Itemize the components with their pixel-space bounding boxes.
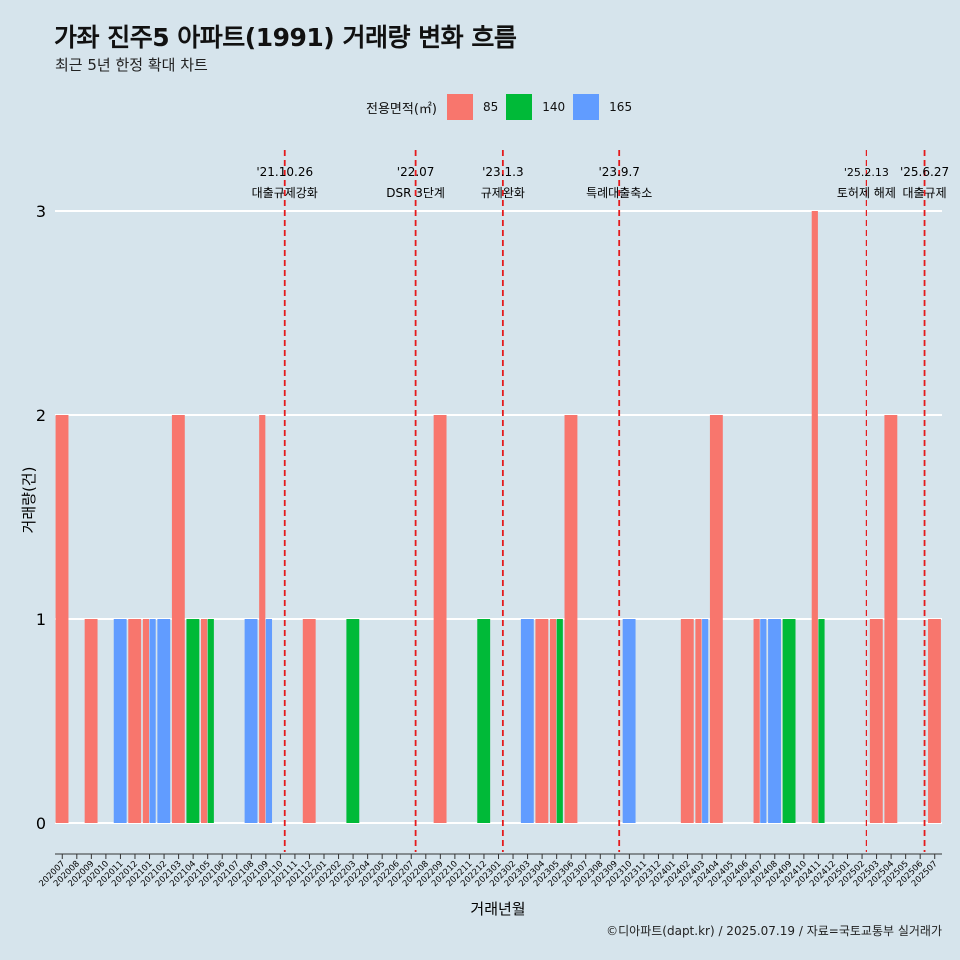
source-caption: ©디아파트(dapt.kr) / 2025.07.19 / 자료=국토교통부 실… bbox=[606, 924, 942, 938]
legend-swatch-165 bbox=[573, 94, 600, 120]
event-name-label: 토허제 해제 bbox=[837, 186, 896, 200]
bar-202303-165 bbox=[520, 619, 534, 823]
bar-202112-85 bbox=[302, 619, 316, 823]
bar-202012-85 bbox=[128, 619, 142, 823]
bar-202009-85 bbox=[84, 619, 98, 823]
bar-202507-85 bbox=[928, 619, 941, 823]
bar-202212-140 bbox=[477, 619, 491, 823]
bar-202407-85 bbox=[753, 619, 760, 823]
chart-subtitle: 최근 5년 한정 확대 차트 bbox=[55, 56, 208, 74]
legend-item-140: 140 bbox=[506, 94, 565, 120]
legend-swatch-85 bbox=[446, 94, 473, 120]
event-name-label: 규제완화 bbox=[481, 186, 525, 200]
bar-202102-165 bbox=[157, 619, 171, 823]
bar-202105-140 bbox=[207, 619, 214, 823]
bar-202306-85 bbox=[564, 415, 578, 823]
y-tick-label: 2 bbox=[36, 406, 46, 425]
bar-202504-85 bbox=[884, 415, 898, 823]
y-axis-title: 거래량(건) bbox=[20, 467, 38, 534]
bar-202411-85 bbox=[811, 211, 818, 823]
bar-202403-85 bbox=[695, 619, 702, 823]
bar-202109-165 bbox=[265, 619, 273, 823]
legend: 전용면적(㎡) 85 140 165 bbox=[366, 93, 640, 121]
bar-202409-140 bbox=[782, 619, 796, 823]
y-tick-label: 0 bbox=[36, 814, 46, 833]
bar-202407-165 bbox=[760, 619, 767, 823]
legend-title: 전용면적(㎡) bbox=[366, 101, 437, 117]
bar-202503-85 bbox=[869, 619, 883, 823]
bar-202103-85 bbox=[171, 415, 185, 823]
event-name-label: 대출규제 bbox=[902, 186, 946, 200]
event-date-label: '23.1.3 bbox=[482, 165, 523, 179]
bar-202101-85 bbox=[142, 619, 150, 823]
bar-202408-165 bbox=[768, 619, 781, 823]
bar-202105-85 bbox=[200, 619, 208, 823]
event-name-label: 특례대출축소 bbox=[586, 186, 652, 200]
event-date-label: '25.6.27 bbox=[900, 165, 949, 179]
y-tick-label: 3 bbox=[36, 202, 46, 221]
bar-202007-85 bbox=[55, 415, 69, 823]
bar-202109-85 bbox=[259, 415, 266, 823]
bar-202209-85 bbox=[433, 415, 447, 823]
bar-202011-165 bbox=[113, 619, 127, 823]
legend-item-85: 85 bbox=[446, 94, 499, 120]
bar-202104-140 bbox=[186, 619, 200, 823]
event-name-label: 대출규제강화 bbox=[252, 186, 318, 200]
bar-202305-140 bbox=[556, 619, 563, 823]
event-date-label: '25.2.13 bbox=[844, 166, 889, 179]
legend-label-140: 140 bbox=[542, 100, 566, 114]
y-tick-label: 1 bbox=[36, 610, 46, 629]
bar-202305-85 bbox=[549, 619, 557, 823]
bar-202402-85 bbox=[680, 619, 694, 823]
x-axis-title: 거래년월 bbox=[470, 900, 525, 918]
bar-202203-140 bbox=[346, 619, 360, 823]
event-date-label: '22.07 bbox=[397, 165, 435, 179]
bar-202310-165 bbox=[622, 619, 636, 823]
chart-title: 가좌 진주5 아파트(1991) 거래량 변화 흐름 bbox=[54, 23, 517, 52]
legend-label-85: 85 bbox=[482, 100, 499, 114]
bar-202304-85 bbox=[535, 619, 549, 823]
legend-swatch-140 bbox=[506, 94, 533, 120]
legend-item-165: 165 bbox=[573, 94, 632, 120]
event-date-label: '23.9.7 bbox=[598, 165, 639, 179]
bar-202403-165 bbox=[702, 619, 709, 823]
bar-202404-85 bbox=[709, 415, 723, 823]
bar-202411-140 bbox=[818, 619, 825, 823]
bar-202101-165 bbox=[149, 619, 156, 823]
event-name-label: DSR 3단계 bbox=[386, 186, 445, 200]
bar-202108-165 bbox=[244, 619, 258, 823]
event-date-label: '21.10.26 bbox=[256, 165, 313, 179]
legend-label-165: 165 bbox=[609, 100, 633, 114]
